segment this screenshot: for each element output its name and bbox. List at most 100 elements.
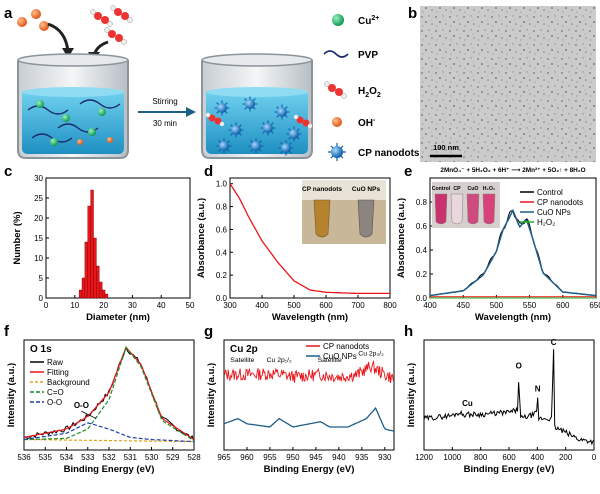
inset-label: CP: [453, 186, 461, 192]
y-tick-label: 25: [34, 194, 43, 203]
chart-h-survey-xps: 1200 1000 800 600 400 200 0 Binding Energy (eV)…: [406, 338, 597, 475]
peak-annotation: Cu 2p₁/₂: [267, 357, 292, 364]
nanodot-icon: [277, 107, 287, 117]
nanodot-spikes-icon: [260, 120, 276, 136]
x-tick-label: 0: [44, 301, 49, 310]
legend-label: Background: [47, 378, 90, 387]
x-tick-label: 531: [124, 453, 138, 462]
peak-annotation: Satellite: [230, 357, 254, 364]
h2o2-molecule-icon: [307, 123, 313, 129]
legend-label: Raw: [47, 358, 63, 367]
panel-label-b: b: [408, 5, 417, 22]
nanodot-spikes-icon: [274, 104, 290, 120]
nanodot-icon: [281, 143, 291, 153]
schematic-panel: Stirring 30 min Cu2+ PVP H2O2 OH-: [17, 5, 420, 161]
chart-e-kmno4-assay: 400 450 500 550 600 650 0.0 0.2 0.4 0.6 0.8 Wavelen…: [396, 167, 600, 323]
nanodot-icon: [219, 141, 229, 151]
legend-label: CuO NPs: [323, 352, 357, 361]
peak-annotation: Satellite: [318, 357, 342, 364]
x-tick-label: 600: [556, 301, 570, 310]
y-tick-label: 0.0: [416, 294, 428, 303]
series-line-survey: [423, 349, 595, 446]
nanodot-spikes-icon: [214, 100, 230, 116]
arrow-label-bottom: 30 min: [153, 119, 177, 128]
series-line-cuo-nps: [223, 406, 395, 432]
x-tick-label: 300: [223, 301, 237, 310]
x-axis-label: Wavelength (nm): [475, 312, 551, 323]
nanodot-icon: [328, 143, 346, 161]
x-axis-label: Binding Energy (eV): [464, 464, 555, 475]
y-tick-label: 0.2: [416, 270, 428, 279]
histogram-bar: [101, 289, 106, 299]
nanodot-icon: [263, 123, 273, 133]
inset-photo-header: [302, 180, 386, 200]
legend-label: CP nanodots: [537, 198, 583, 207]
inset-label: Control: [432, 186, 451, 192]
legend-pvp-label: PVP: [358, 50, 378, 61]
x-tick-label: 0: [592, 453, 597, 462]
chart-title: O 1s: [30, 344, 52, 355]
chart-c-size-distribution: 0 10 20 30 40 50 0 5 10 15 20 25 30 Diameter (nm) Numb…: [12, 174, 195, 323]
chart-g-cu2p-xps: 965 960 955 950 945 940 935 930 Binding Energy (…: [206, 339, 395, 475]
x-tick-label: 534: [60, 453, 74, 462]
y-tick-label: 0.8: [416, 198, 428, 207]
reaction-equation: 2MnO₄⁻ + 5H₂O₂ + 6H⁺ ⟶ 2Mn²⁺ + 5O₂↑ + 8H…: [440, 167, 585, 174]
arrow-label-top: Stirring: [152, 97, 177, 106]
x-tick-label: 20: [99, 301, 108, 310]
histogram-bar: [81, 277, 86, 299]
histogram-bar: [90, 189, 94, 299]
oh-ion-icon: [31, 9, 41, 19]
oh-icon: [332, 117, 342, 127]
beaker-before-icon: [17, 53, 129, 159]
inset-label: CuO: [468, 186, 479, 192]
nanodot-icon: [289, 129, 299, 139]
histogram-bar: [93, 237, 97, 299]
legend-label: CP nanodots: [323, 342, 369, 351]
nanodot-icon: [251, 141, 261, 151]
legend-label: C=O: [47, 388, 64, 397]
vial-cp-icon: [313, 199, 331, 238]
nanodot-spikes-icon: [286, 126, 302, 142]
legend-label: Fitting: [47, 368, 69, 377]
histogram-bar: [84, 241, 88, 299]
x-tick-label: 533: [81, 453, 95, 462]
y-axis-label: Intensity (a.u.): [406, 363, 417, 427]
x-tick-label: 40: [157, 301, 166, 310]
inset-label: CuO NPs: [352, 186, 381, 193]
nanodot-icon: [231, 125, 241, 135]
histogram-bar: [78, 289, 83, 299]
y-tick-label: 0: [39, 294, 44, 303]
inset-label: H₂O₂: [483, 186, 496, 192]
beaker-after-icon: [201, 53, 313, 159]
x-tick-label: 935: [355, 453, 369, 462]
y-tick-label: 0.4: [216, 248, 228, 257]
series-line-o-o: [23, 422, 195, 443]
plot-frame: [229, 177, 391, 299]
h2o2-molecule-icon: [205, 112, 211, 118]
nanodot-spikes-icon: [216, 138, 232, 154]
x-tick-label: 500: [287, 301, 301, 310]
pvp-chain-icon: [323, 50, 349, 58]
panel-label-e: e: [404, 163, 412, 180]
x-tick-label: 965: [217, 453, 231, 462]
peak-label: Cu: [462, 399, 473, 408]
oh-ion-icon: [17, 17, 27, 27]
x-tick-label: 532: [102, 453, 116, 462]
histogram-bar: [99, 281, 103, 299]
vial-cuo-icon: [357, 199, 375, 238]
x-axis-label: Diameter (nm): [86, 312, 150, 323]
peak-annotation: O-O: [74, 401, 89, 410]
vial-icon: [482, 193, 496, 225]
histogram-bar: [87, 205, 91, 299]
x-tick-label: 955: [263, 453, 277, 462]
x-tick-label: 930: [378, 453, 392, 462]
legend-h2o2-label: H2O2: [358, 86, 381, 99]
x-tick-label: 10: [70, 301, 79, 310]
series-line-c-o: [24, 346, 195, 442]
scale-bar-label: 100 nm: [433, 143, 459, 152]
x-axis-label: Binding Energy (eV): [64, 464, 155, 475]
x-tick-label: 945: [309, 453, 323, 462]
x-tick-label: 600: [319, 301, 333, 310]
panel-label-f: f: [4, 323, 10, 340]
series-line-background: [24, 438, 194, 443]
